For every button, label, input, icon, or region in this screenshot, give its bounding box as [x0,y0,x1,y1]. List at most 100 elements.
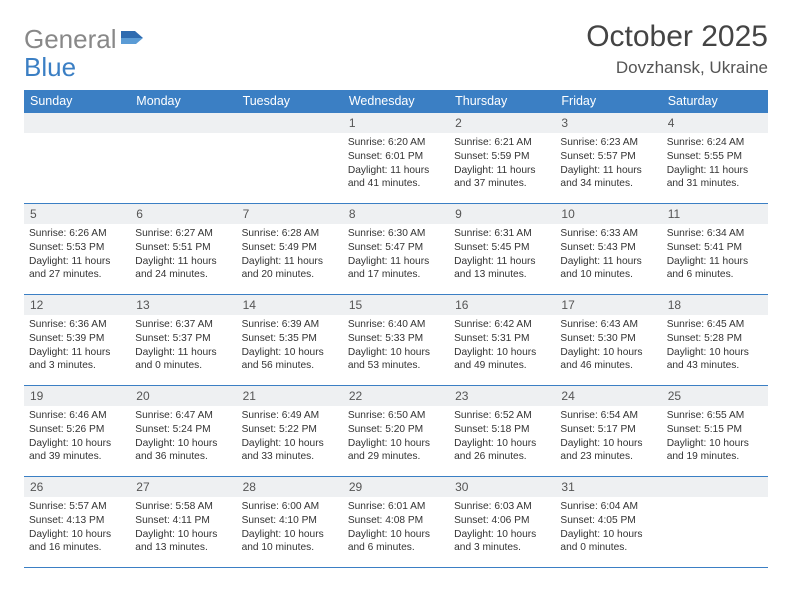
calendar-cell: 15 Sunrise: 6:40 AMSunset: 5:33 PMDayligh… [343,295,449,386]
day-details: Sunrise: 6:24 AMSunset: 5:55 PMDaylight:… [667,136,763,191]
day-number [237,113,343,133]
calendar-cell: 17 Sunrise: 6:43 AMSunset: 5:30 PMDayligh… [555,295,661,386]
day-number: 31 [555,477,661,497]
day-number: 30 [449,477,555,497]
day-details: Sunrise: 6:49 AMSunset: 5:22 PMDaylight:… [242,409,338,464]
calendar-cell: 20Sunrise: 6:47 AMSunset: 5:24 PMDayligh… [130,386,236,477]
col-header: Thursday [449,90,555,113]
day-details: Sunrise: 6:27 AMSunset: 5:51 PMDaylight:… [135,227,231,282]
calendar-week-row: 26Sunrise: 5:57 AMSunset: 4:13 PMDayligh… [24,477,768,568]
col-header: Sunday [24,90,130,113]
day-number: 3 [555,113,661,133]
day-number: 16 [449,295,555,315]
day-details: Sunrise: 6:34 AMSunset: 5:41 PMDaylight:… [667,227,763,282]
day-details: Sunrise: 6:03 AMSunset: 4:06 PMDaylight:… [454,500,550,555]
calendar-cell: 10Sunrise: 6:33 AMSunset: 5:43 PMDayligh… [555,204,661,295]
day-details: Sunrise: 6:43 AMSunset: 5:30 PMDaylight:… [560,318,656,373]
calendar-cell: 4 Sunrise: 6:24 AMSunset: 5:55 PMDaylight… [662,113,768,204]
day-number: 27 [130,477,236,497]
calendar-cell: 13 Sunrise: 6:37 AMSunset: 5:37 PMDayligh… [130,295,236,386]
calendar-cell: 25Sunrise: 6:55 AMSunset: 5:15 PMDayligh… [662,386,768,477]
day-number: 11 [662,204,768,224]
calendar-cell: 26Sunrise: 5:57 AMSunset: 4:13 PMDayligh… [24,477,130,568]
calendar-cell: 12 Sunrise: 6:36 AMSunset: 5:39 PMDayligh… [24,295,130,386]
brand-part2: Blue [24,52,76,82]
calendar-cell: 8 Sunrise: 6:30 AMSunset: 5:47 PMDaylight… [343,204,449,295]
header: General October 2025 Dovzhansk, Ukraine [24,20,768,78]
calendar-header-row: SundayMondayTuesdayWednesdayThursdayFrid… [24,90,768,113]
day-number: 22 [343,386,449,406]
day-number: 25 [662,386,768,406]
calendar-cell: 24 Sunrise: 6:54 AMSunset: 5:17 PMDayligh… [555,386,661,477]
day-number: 6 [130,204,236,224]
day-details: Sunrise: 6:39 AMSunset: 5:35 PMDaylight:… [242,318,338,373]
calendar-cell [237,113,343,204]
day-details: Sunrise: 6:01 AMSunset: 4:08 PMDaylight:… [348,500,444,555]
calendar-cell: 1Sunrise: 6:20 AMSunset: 6:01 PMDaylight… [343,113,449,204]
day-details: Sunrise: 6:04 AMSunset: 4:05 PMDaylight:… [560,500,656,555]
day-details: Sunrise: 6:31 AMSunset: 5:45 PMDaylight:… [454,227,550,282]
day-number: 20 [130,386,236,406]
calendar-cell: 23 Sunrise: 6:52 AMSunset: 5:18 PMDayligh… [449,386,555,477]
day-number: 12 [24,295,130,315]
day-number: 29 [343,477,449,497]
day-number [130,113,236,133]
day-number: 4 [662,113,768,133]
col-header: Tuesday [237,90,343,113]
calendar-cell: 16 Sunrise: 6:42 AMSunset: 5:31 PMDayligh… [449,295,555,386]
calendar-cell: 5Sunrise: 6:26 AMSunset: 5:53 PMDaylight… [24,204,130,295]
day-details: Sunrise: 6:23 AMSunset: 5:57 PMDaylight:… [560,136,656,191]
calendar-cell: 9Sunrise: 6:31 AMSunset: 5:45 PMDaylight… [449,204,555,295]
col-header: Wednesday [343,90,449,113]
day-number: 18 [662,295,768,315]
calendar-cell: 7Sunrise: 6:28 AMSunset: 5:49 PMDaylight… [237,204,343,295]
calendar-week-row: 19Sunrise: 6:46 AMSunset: 5:26 PMDayligh… [24,386,768,477]
day-details: Sunrise: 6:54 AMSunset: 5:17 PMDaylight:… [560,409,656,464]
day-details: Sunrise: 6:42 AMSunset: 5:31 PMDaylight:… [454,318,550,373]
day-number: 10 [555,204,661,224]
day-number: 23 [449,386,555,406]
day-number: 7 [237,204,343,224]
day-details: Sunrise: 6:21 AMSunset: 5:59 PMDaylight:… [454,136,550,191]
day-details: Sunrise: 5:58 AMSunset: 4:11 PMDaylight:… [135,500,231,555]
day-details: Sunrise: 6:52 AMSunset: 5:18 PMDaylight:… [454,409,550,464]
day-number: 15 [343,295,449,315]
calendar-cell [130,113,236,204]
day-details: Sunrise: 6:50 AMSunset: 5:20 PMDaylight:… [348,409,444,464]
calendar-cell: 31 Sunrise: 6:04 AMSunset: 4:05 PMDayligh… [555,477,661,568]
day-number [662,477,768,497]
day-number: 21 [237,386,343,406]
day-number: 17 [555,295,661,315]
col-header: Saturday [662,90,768,113]
calendar-cell: 22 Sunrise: 6:50 AMSunset: 5:20 PMDayligh… [343,386,449,477]
brand-logo: General [24,24,145,55]
calendar-cell: 11 Sunrise: 6:34 AMSunset: 5:41 PMDayligh… [662,204,768,295]
calendar-table: SundayMondayTuesdayWednesdayThursdayFrid… [24,90,768,568]
day-number: 8 [343,204,449,224]
calendar-week-row: 5Sunrise: 6:26 AMSunset: 5:53 PMDaylight… [24,204,768,295]
calendar-cell: 30 Sunrise: 6:03 AMSunset: 4:06 PMDayligh… [449,477,555,568]
day-details: Sunrise: 6:46 AMSunset: 5:26 PMDaylight:… [29,409,125,464]
calendar-cell: 6 Sunrise: 6:27 AMSunset: 5:51 PMDaylight… [130,204,236,295]
day-number: 28 [237,477,343,497]
day-details: Sunrise: 6:00 AMSunset: 4:10 PMDaylight:… [242,500,338,555]
month-title: October 2025 [586,20,768,54]
brand-part1: General [24,24,117,55]
day-number [24,113,130,133]
calendar-cell: 28 Sunrise: 6:00 AMSunset: 4:10 PMDayligh… [237,477,343,568]
day-number: 2 [449,113,555,133]
day-details: Sunrise: 6:37 AMSunset: 5:37 PMDaylight:… [135,318,231,373]
location-label: Dovzhansk, Ukraine [586,58,768,78]
day-details: Sunrise: 6:36 AMSunset: 5:39 PMDaylight:… [29,318,125,373]
calendar-cell: 19Sunrise: 6:46 AMSunset: 5:26 PMDayligh… [24,386,130,477]
calendar-week-row: 12 Sunrise: 6:36 AMSunset: 5:39 PMDayligh… [24,295,768,386]
day-details: Sunrise: 6:40 AMSunset: 5:33 PMDaylight:… [348,318,444,373]
calendar-cell [24,113,130,204]
col-header: Monday [130,90,236,113]
day-number: 13 [130,295,236,315]
day-number: 24 [555,386,661,406]
calendar-cell: 14Sunrise: 6:39 AMSunset: 5:35 PMDayligh… [237,295,343,386]
day-details: Sunrise: 5:57 AMSunset: 4:13 PMDaylight:… [29,500,125,555]
day-details: Sunrise: 6:30 AMSunset: 5:47 PMDaylight:… [348,227,444,282]
title-block: October 2025 Dovzhansk, Ukraine [586,20,768,78]
